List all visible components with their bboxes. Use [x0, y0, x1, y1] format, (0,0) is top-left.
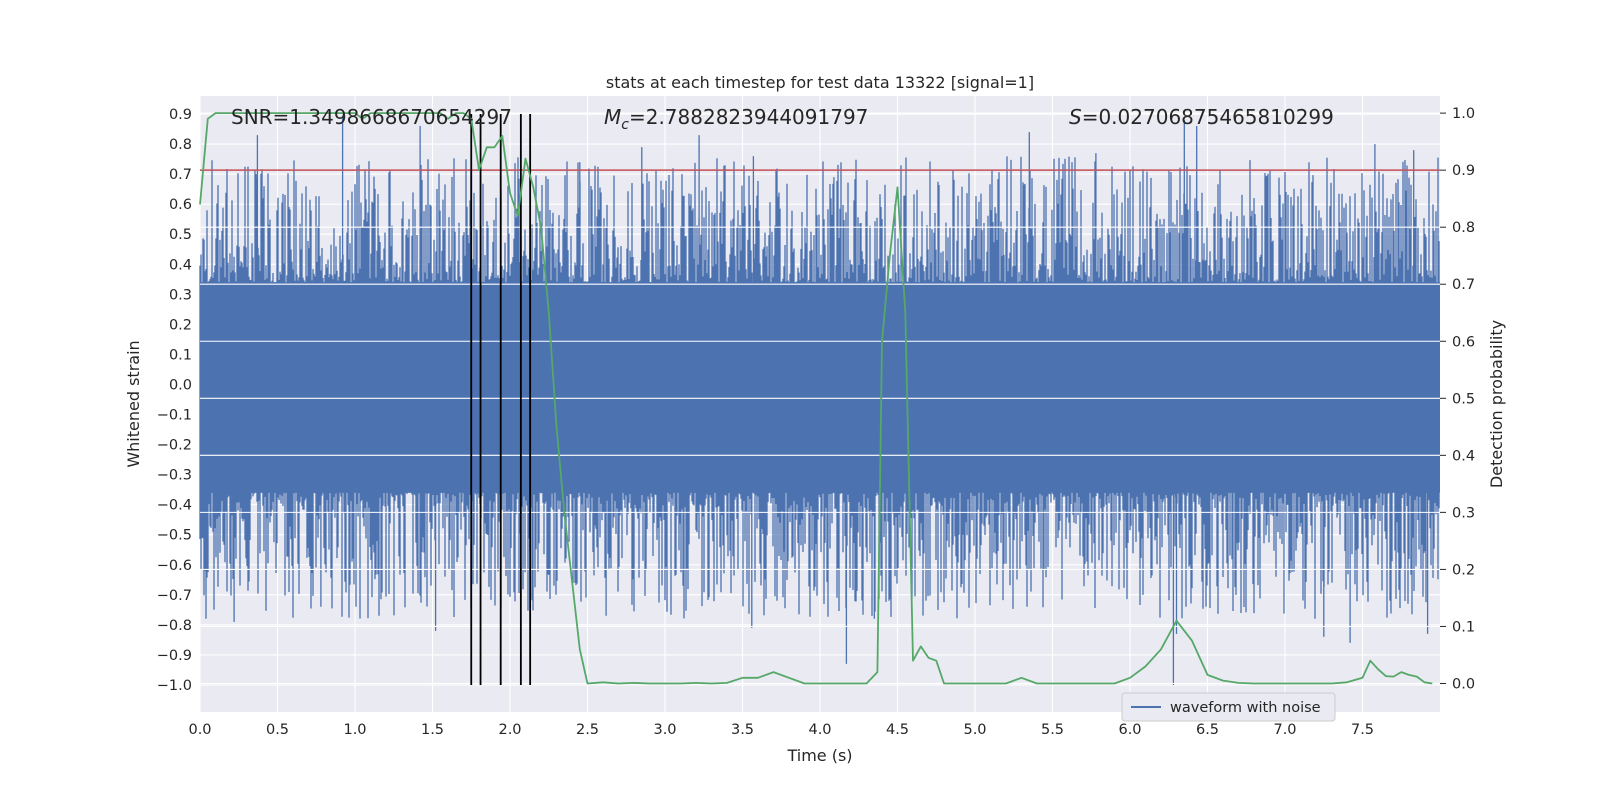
x-tick-label: 5.0	[963, 722, 986, 738]
y-tick-label-left: −0.3	[157, 468, 192, 484]
snr-annotation: SNR=1.3498668670654297	[231, 105, 512, 129]
overlay-lines	[200, 112, 1440, 685]
x-tick-label: 6.0	[1118, 722, 1141, 738]
y-tick-label-left: 0.9	[169, 107, 192, 123]
y-tick-label-left: 0.0	[169, 377, 192, 393]
y-tick-label-left: −0.8	[157, 618, 192, 634]
x-tick-label: 0.0	[188, 722, 211, 738]
y-tick-label-left: 0.2	[169, 317, 192, 333]
y-tick-label-right: 0.4	[1452, 448, 1475, 464]
x-tick-label: 2.5	[576, 722, 599, 738]
y-tick-label-right: 0.9	[1452, 163, 1475, 179]
x-tick-label: 7.5	[1351, 722, 1374, 738]
chirp-mass-value: =2.7882823944091797	[629, 105, 868, 129]
tick-labels: 0.0 0.5 1.0 1.5 2.0 2.5 3.0 3.5 4.0 4.5 5.0 5.5 6.0 6…	[157, 106, 1475, 738]
y-tick-label-right: 0.1	[1452, 619, 1475, 635]
y-tick-label-left: −1.0	[157, 678, 192, 694]
s-annotation: S=0.02706875465810299	[1069, 105, 1334, 129]
x-tick-label: 3.0	[653, 722, 676, 738]
y-tick-label-left: 0.7	[169, 167, 192, 183]
y-tick-label-right: 0.6	[1452, 334, 1475, 350]
y-tick-label-left: 0.5	[169, 227, 192, 243]
x-tick-label: 6.5	[1196, 722, 1219, 738]
y-tick-label-left: −0.7	[157, 588, 192, 604]
y-axis-label-left: Whitened strain	[124, 340, 143, 467]
x-tick-label: 2.0	[498, 722, 521, 738]
y-tick-label-left: −0.9	[157, 648, 192, 664]
y-tick-label-left: −0.1	[157, 408, 192, 424]
chirp-mass-symbol: M	[604, 105, 621, 129]
y-tick-label-right: 0.5	[1452, 391, 1475, 407]
y-tick-label-left: −0.6	[157, 558, 192, 574]
y-tick-label-right: 0.7	[1452, 277, 1475, 293]
y-tick-label-right: 1.0	[1452, 106, 1475, 122]
x-tick-label: 4.0	[808, 722, 831, 738]
x-tick-label: 1.0	[343, 722, 366, 738]
y-axis-label-right: Detection probability	[1487, 320, 1506, 488]
y-tick-label-left: 0.4	[169, 257, 192, 273]
y-tick-label-right: 0.0	[1452, 676, 1475, 692]
x-axis-label: Time (s)	[786, 746, 852, 765]
chirp-mass-subscript: c	[621, 117, 629, 133]
s-symbol: S	[1069, 105, 1082, 129]
detection-probability-line	[199, 112, 1433, 685]
y-tick-label-right: 0.2	[1452, 562, 1475, 578]
chart-title: stats at each timestep for test data 133…	[606, 73, 1034, 92]
y-tick-label-left: 0.6	[169, 197, 192, 213]
x-tick-label: 3.5	[731, 722, 754, 738]
waveform-series	[199, 117, 1440, 685]
x-tick-label: 5.5	[1041, 722, 1064, 738]
x-tick-label: 0.5	[266, 722, 289, 738]
legend: waveform with noise	[1121, 692, 1336, 722]
x-tick-label: 4.5	[886, 722, 909, 738]
s-value: =0.02706875465810299	[1082, 105, 1334, 129]
legend-box	[1121, 692, 1336, 722]
y-tick-label-left: −0.4	[157, 498, 192, 514]
y-tick-label-left: 0.8	[169, 137, 192, 153]
x-tick-label: 1.5	[421, 722, 444, 738]
y-tick-label-left: −0.5	[157, 528, 192, 544]
chirp-mass-annotation: Mc=2.7882823944091797	[604, 105, 868, 133]
x-tick-label: 7.0	[1273, 722, 1296, 738]
legend-label-waveform: waveform with noise	[1170, 700, 1321, 716]
detection-probability-series	[199, 112, 1433, 685]
y-tick-label-right: 0.3	[1452, 505, 1475, 521]
y-tick-label-left: 0.1	[169, 347, 192, 363]
y-tick-label-right: 0.8	[1452, 220, 1475, 236]
y-tick-label-left: −0.2	[157, 438, 192, 454]
y-tick-label-left: 0.3	[169, 287, 192, 303]
